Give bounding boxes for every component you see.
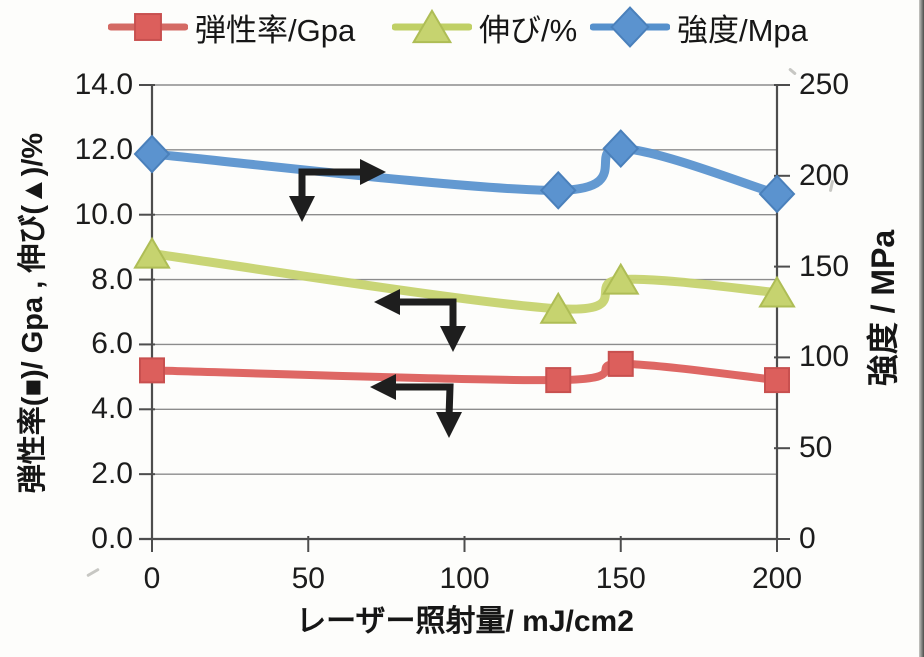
y-axis-left-title: 弾性率(■)/ Gpa , 伸び(▲)/%	[17, 132, 49, 494]
y-left-tick-label: 12.0	[74, 132, 133, 166]
legend: 弾性率/Gpa 伸び/% 強度/Mpa	[0, 4, 924, 52]
series-line-triangle	[147, 249, 782, 314]
diamond-marker-icon	[539, 170, 577, 210]
y-right-tick-label: 150	[799, 249, 850, 283]
legend-label: 伸び/%	[479, 12, 578, 48]
elbow-arrow-line	[298, 168, 366, 202]
y-right-tick-label: 100	[799, 340, 850, 374]
y-left-tick-label: 6.0	[91, 327, 133, 361]
series-line-diamond	[147, 144, 782, 199]
y-left-tick-label: 4.0	[91, 392, 133, 426]
legend-item-strength: 強度/Mpa	[590, 4, 808, 50]
y-right-tick-label: 0	[799, 522, 816, 555]
arrowhead-down-icon	[289, 196, 315, 222]
square-marker-icon	[764, 367, 790, 394]
diamond-marker-icon	[602, 129, 640, 169]
y-left-tick-label: 10.0	[74, 197, 133, 231]
scan-edge-shadow	[919, 0, 924, 657]
triangle-marker-icon	[411, 8, 453, 44]
y-left-tick-label: 8.0	[91, 262, 133, 296]
elbow-arrow-line	[390, 383, 454, 418]
triangle-marker-icon	[602, 262, 640, 295]
arrowhead-left-icon	[374, 289, 400, 315]
legend-label: 弾性率/Gpa	[195, 12, 356, 48]
diamond-marker-icon	[758, 174, 796, 214]
triangle-marker-icon	[758, 275, 796, 308]
y-right-tick-label: 250	[799, 68, 850, 101]
legend-item-elastic-modulus: 弾性率/Gpa	[108, 4, 355, 50]
square-marker-icon	[545, 367, 572, 394]
square-marker-icon	[134, 13, 162, 41]
arrowhead-left-icon	[370, 374, 396, 400]
x-axis-title: レーザー照射量/ mJ/cm2	[296, 605, 634, 638]
triangle-marker-icon	[539, 291, 577, 324]
arrowhead-down-icon	[440, 326, 466, 352]
triangle-marker-icon	[133, 236, 171, 269]
square-marker-icon	[139, 357, 165, 384]
y-left-tick-label: 0.0	[91, 522, 133, 555]
arrowhead-right-icon	[360, 159, 386, 185]
y-right-tick-label: 200	[799, 158, 850, 192]
y-right-tick-label: 50	[799, 431, 833, 465]
x-tick-label: 200	[751, 562, 803, 595]
diamond-marker-icon	[610, 6, 650, 48]
legend-label: 強度/Mpa	[677, 12, 808, 48]
x-tick-label: 150	[595, 562, 646, 595]
x-tick-label: 0	[143, 562, 161, 595]
y-left-tick-label: 14.0	[74, 68, 133, 101]
y-axis-right-title: 強度 / MPa	[865, 229, 901, 387]
diamond-marker-icon	[590, 6, 670, 48]
elbow-arrow-line	[394, 298, 457, 332]
diamond-marker-icon	[133, 134, 171, 174]
square-marker-icon	[108, 13, 188, 41]
square-marker-icon	[607, 350, 634, 377]
x-tick-label: 50	[291, 562, 325, 595]
legend-item-elongation: 伸び/%	[392, 4, 577, 50]
arrowhead-down-icon	[436, 412, 462, 438]
triangle-marker-icon	[392, 8, 472, 44]
series-line-square	[148, 359, 781, 385]
x-tick-label: 100	[439, 562, 490, 595]
y-left-tick-label: 2.0	[91, 457, 133, 491]
